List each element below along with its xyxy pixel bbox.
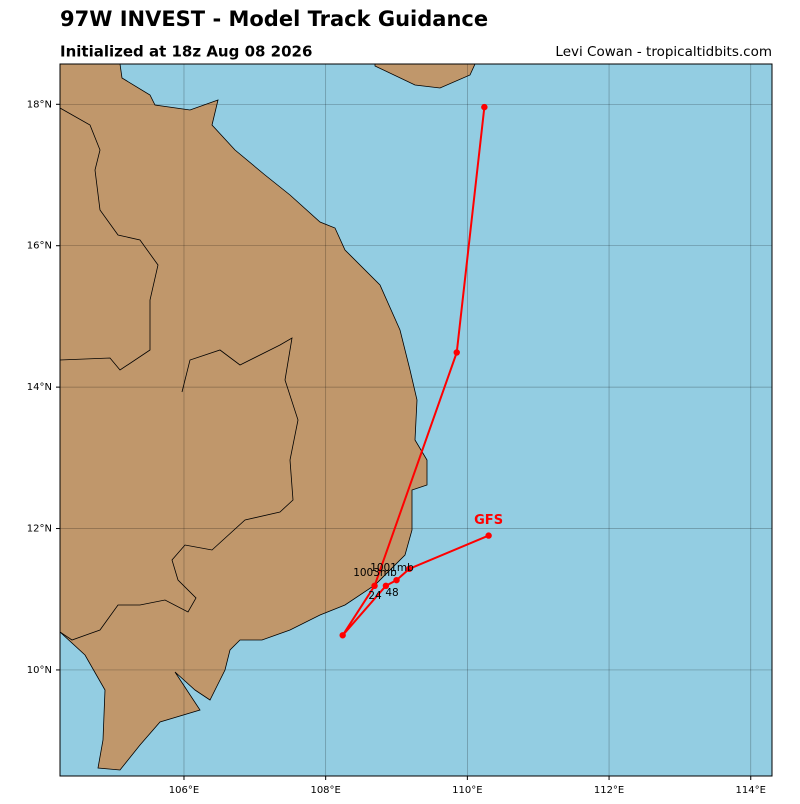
credit: Levi Cowan - tropicaltidbits.com [555,44,772,60]
border [60,337,299,641]
track-point [453,349,460,356]
chart-subtitle: Initialized at 18z Aug 08 2026 [60,43,312,61]
y-tick-label: 16°N [27,241,52,252]
track-point [481,103,488,111]
annotation: 24 [368,590,382,602]
model-label: GFS [474,513,503,528]
y-tick-label: 10°N [27,665,52,676]
y-tick-label: 18°N [27,99,52,110]
track-point [393,576,400,584]
land [374,64,476,89]
track-point [371,582,378,590]
annotation: 1003mb [353,567,397,579]
frame [59,63,773,777]
x-tick-label: 114°E [736,785,766,796]
annotation: 48 [385,587,398,599]
y-tick-label: 12°N [27,524,52,535]
chart-title: 97W INVEST - Model Track Guidance [60,7,488,31]
track-point [382,582,390,590]
track-point [485,532,492,539]
x-tick-label: 112°E [594,785,624,796]
x-tick-label: 110°E [452,785,482,796]
x-tick-label: 106°E [169,785,199,796]
border [60,107,159,371]
annotation: 1001mb [370,562,414,574]
track-point [339,632,346,639]
x-tick-label: 108°E [310,785,340,796]
land [60,64,428,771]
y-tick-label: 14°N [27,382,52,393]
track-point [406,565,413,573]
